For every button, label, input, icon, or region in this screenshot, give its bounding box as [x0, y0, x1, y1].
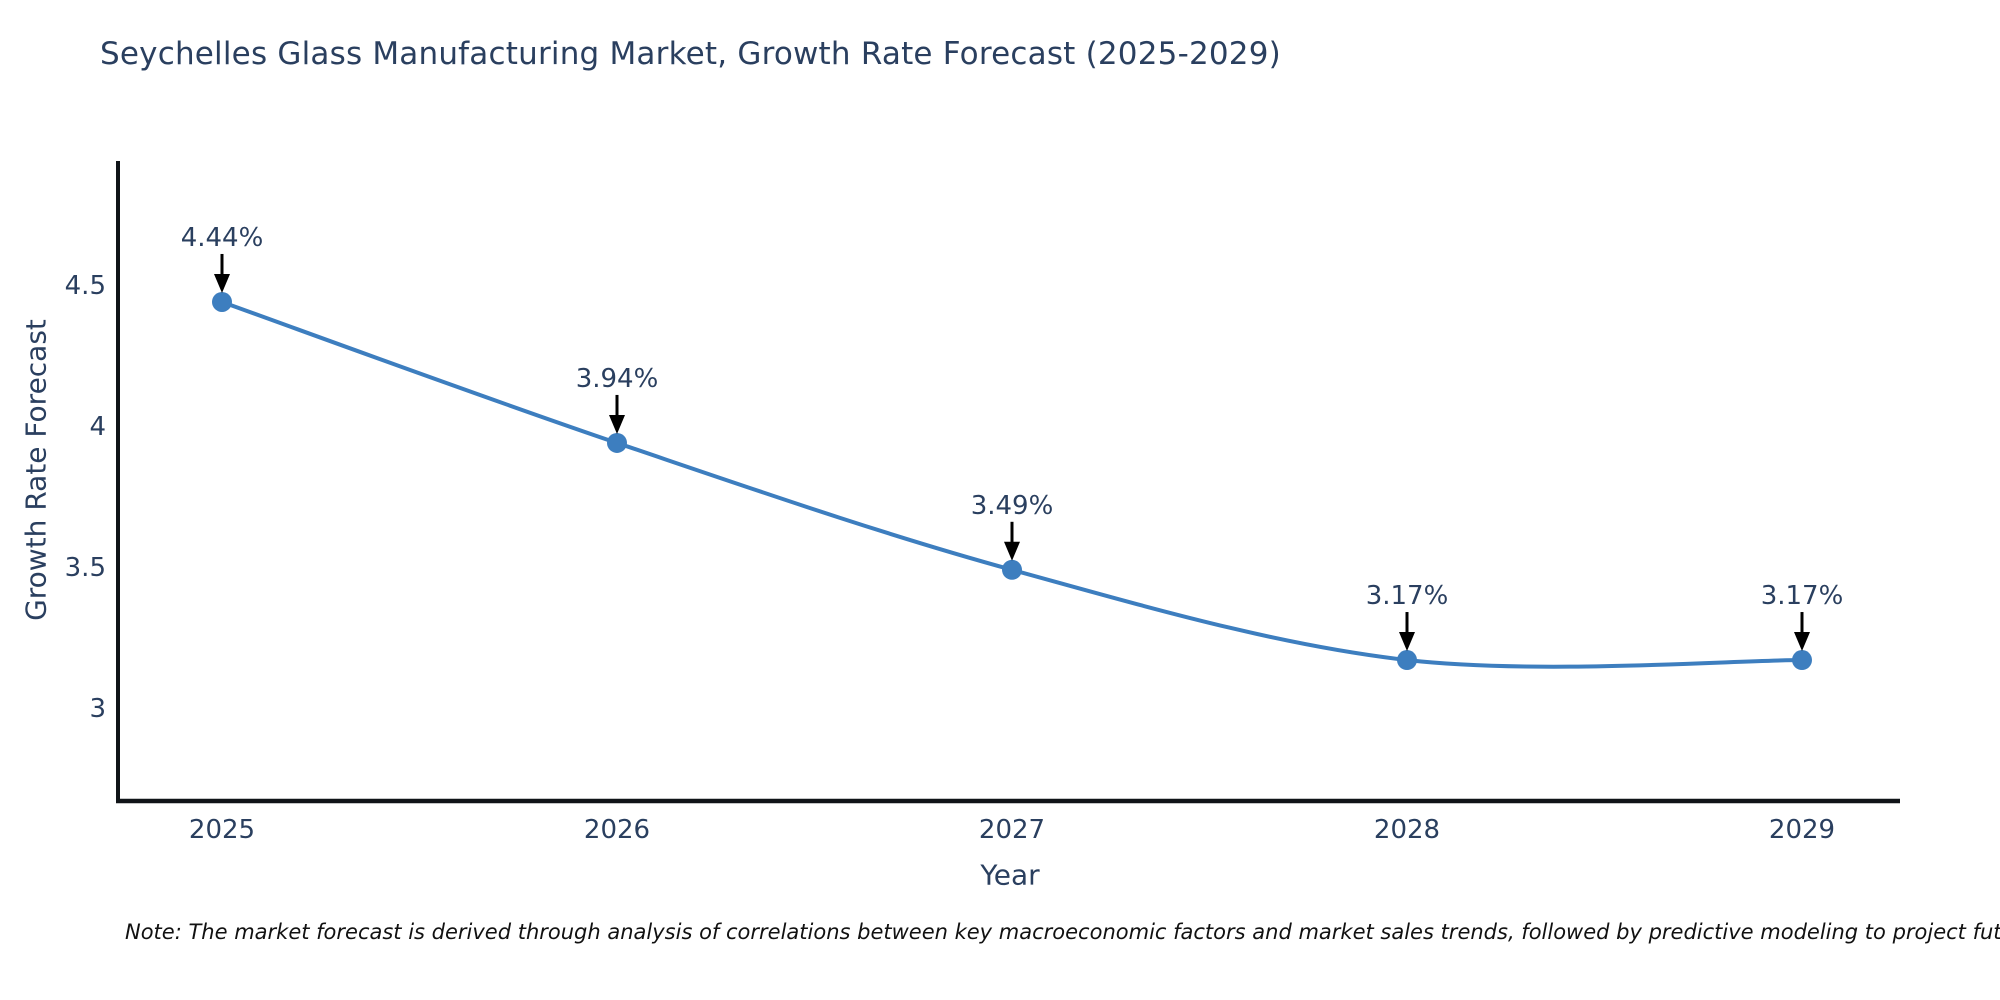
data-point-marker	[212, 291, 232, 312]
y-tick-label: 4.5	[65, 271, 106, 301]
trend-line	[220, 299, 1804, 669]
chart-footnote: Note: The market forecast is derived thr…	[125, 920, 2000, 944]
annotation-arrowhead-icon	[609, 414, 625, 434]
y-tick-label: 3.5	[65, 553, 106, 583]
annotation-arrowhead-icon	[1004, 541, 1020, 561]
x-tick-label: 2026	[584, 815, 650, 845]
annotation-arrowhead-icon	[1399, 632, 1415, 652]
x-tick-label: 2029	[1769, 815, 1835, 845]
data-point-marker	[607, 432, 627, 453]
data-point-marker	[1002, 559, 1022, 580]
x-axis-title: Year	[980, 858, 1040, 892]
chart-title: Seychelles Glass Manufacturing Market, G…	[100, 36, 1281, 72]
data-point-marker	[1397, 650, 1417, 671]
x-tick-label: 2028	[1374, 815, 1440, 845]
y-tick-label: 3	[89, 694, 106, 724]
x-tick-label: 2025	[189, 815, 255, 845]
y-tick-label: 4	[89, 412, 106, 442]
y-axis-title: Growth Rate Forecast	[19, 319, 53, 621]
data-point-marker	[1792, 650, 1812, 671]
data-point-label: 3.17%	[1366, 581, 1449, 611]
annotation-arrowhead-icon	[214, 273, 230, 293]
data-point-label: 4.44%	[181, 223, 264, 253]
data-point-label: 3.17%	[1761, 581, 1844, 611]
annotation-arrowhead-icon	[1794, 632, 1810, 652]
x-tick-label: 2027	[979, 815, 1045, 845]
data-point-label: 3.49%	[971, 491, 1054, 521]
data-point-label: 3.94%	[576, 364, 659, 394]
